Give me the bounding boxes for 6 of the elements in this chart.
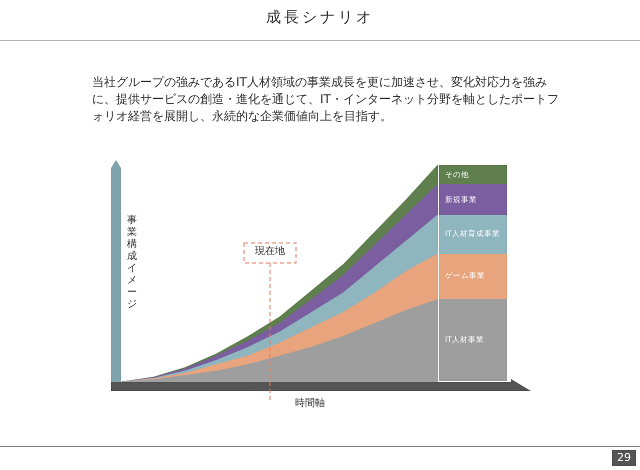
annotation: 現在地 — [254, 244, 286, 259]
text: 29 — [612, 450, 636, 466]
chart-title: 成長シナリオ — [265, 8, 375, 27]
chart-subtitle: 当社グループの強みであるIT人材領域の事業成長を更に加速させ、変化対応力を強みに、提供サービスの創造・進化を通じて、IT・インターネット分野を軸としたポートフォリオ経営を展開し、永続的な企業価値向上を目指す。 — [92, 74, 560, 125]
y-axis-title: 事業構成イメージ — [126, 215, 138, 311]
x-axis-title: 時間軸 — [294, 396, 326, 410]
